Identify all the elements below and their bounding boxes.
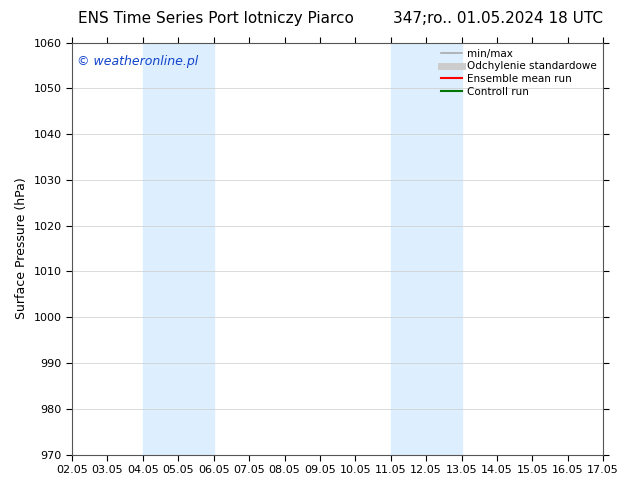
Y-axis label: Surface Pressure (hPa): Surface Pressure (hPa) xyxy=(15,178,28,319)
Bar xyxy=(391,43,462,455)
Text: ENS Time Series Port lotniczy Piarco: ENS Time Series Port lotniczy Piarco xyxy=(79,11,354,26)
Text: © weatheronline.pl: © weatheronline.pl xyxy=(77,55,198,68)
Text: ENS Time Series Port lotniczy Piarco: ENS Time Series Port lotniczy Piarco xyxy=(0,489,1,490)
Bar xyxy=(143,43,214,455)
Text: 347;ro.. 01.05.2024 18 UTC: 347;ro.. 01.05.2024 18 UTC xyxy=(393,11,603,26)
Legend: min/max, Odchylenie standardowe, Ensemble mean run, Controll run: min/max, Odchylenie standardowe, Ensembl… xyxy=(438,46,600,100)
